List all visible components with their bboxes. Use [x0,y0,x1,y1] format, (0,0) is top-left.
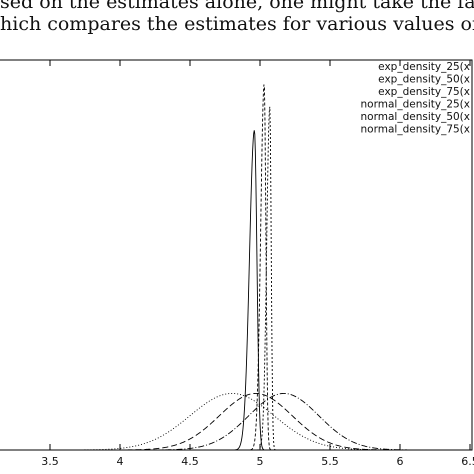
caption-line-2: hich compares the estimates for various … [0,13,474,35]
legend-entry: normal_density_75(x [361,124,470,136]
x-tick-label: 6 [397,455,404,468]
series-lines [0,84,470,451]
x-tick-label: 5.5 [321,455,339,468]
legend-entry: exp_density_50(x [378,74,470,86]
legend-entry: normal_density_50(x [361,111,470,123]
legend-entry: normal_density_25(x [361,99,470,111]
x-tick-label: 5 [257,455,264,468]
series-line-normal-density-25-x [0,393,470,451]
caption-line-1: sed on the estimates alone, one might ta… [0,0,474,13]
series-line-exp-density-75-x [0,106,470,451]
legend: exp_density_25(xexp_density_50(xexp_dens… [361,61,470,136]
x-tick-label: 4.5 [181,455,199,468]
x-tick-label: 4 [117,455,124,468]
series-line-normal-density-75-x [0,392,470,451]
series-line-exp-density-25-x [0,130,470,451]
x-tick-label: 6.5 [461,455,474,468]
legend-entry: exp_density_25(x [378,61,470,73]
x-axis-ticks: 3.5 4 4.5 5 5.5 6 6.5 [41,60,474,468]
series-line-normal-density-50-x [0,393,470,451]
caption-line-2-text: hich compares the estimates for various … [0,13,474,35]
series-line-exp-density-50-x [0,84,470,451]
x-tick-label: 3.5 [41,455,59,468]
legend-entry: exp_density_75(x [378,86,470,98]
